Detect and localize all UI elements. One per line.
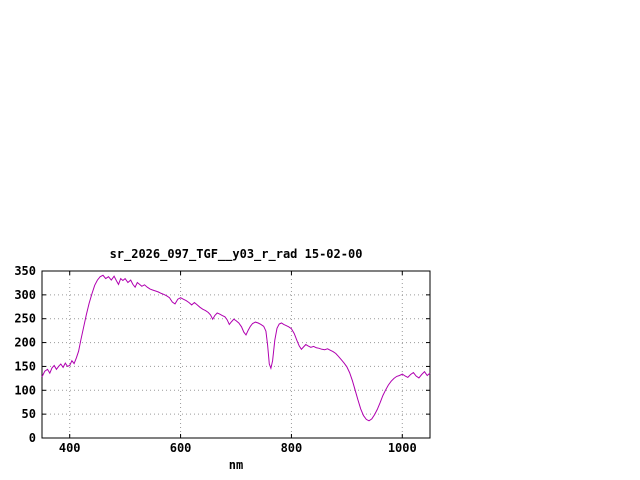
x-axis-label: nm [228,458,244,472]
y-tick-label: 350 [14,264,36,278]
plot-border [41,270,431,439]
spectral-curve [41,274,431,422]
x-tick-label: 800 [281,441,303,455]
y-tick-label: 0 [29,431,36,445]
x-tick-label: 400 [59,441,81,455]
y-tick-label: 100 [14,383,36,397]
y-tick-label: 250 [14,312,36,326]
y-tick-label: 200 [14,336,36,350]
chart-title: sr_2026_097_TGF__y03_r_rad 15-02-00 [109,247,363,261]
y-tick-label: 300 [14,288,36,302]
x-tick-label: 600 [170,441,192,455]
x-tick-label: 1000 [388,441,417,455]
y-tick-label: 50 [22,407,36,421]
y-tick-label: 150 [14,359,36,373]
